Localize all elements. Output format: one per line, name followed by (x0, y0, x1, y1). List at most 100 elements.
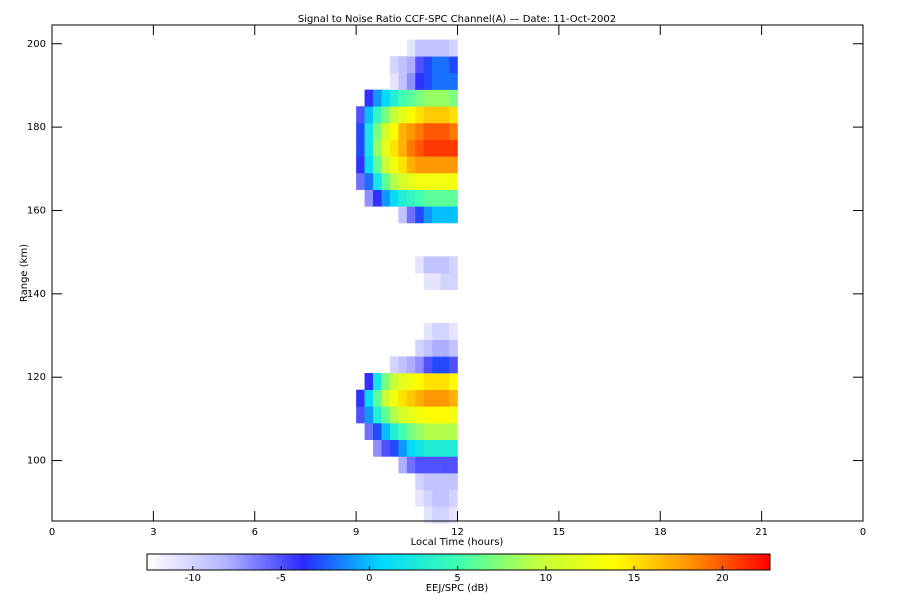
heatmap-cell (389, 72, 399, 90)
y-tick-label: 180 (27, 122, 46, 133)
x-tick-label: 21 (755, 527, 768, 538)
heatmap-cell (373, 106, 382, 124)
heatmap-cell (389, 122, 399, 140)
heatmap-cell (423, 423, 433, 441)
heatmap-cell (432, 72, 441, 90)
heatmap-cell (406, 356, 416, 374)
heatmap-cell (449, 56, 458, 74)
x-axis-label: Local Time (hours) (411, 537, 504, 548)
heatmap-cell (398, 373, 408, 391)
y-tick-label: 100 (27, 456, 46, 467)
heatmap-cell (449, 506, 458, 524)
heatmap-cell (389, 89, 399, 107)
heatmap-cell (356, 172, 365, 190)
x-tick-label: 0 (49, 527, 55, 538)
heatmap-cell (423, 156, 433, 174)
heatmap-cell (406, 39, 416, 57)
heatmap-cell (406, 406, 416, 424)
heatmap-cell (389, 423, 399, 441)
heatmap-cell (440, 423, 450, 441)
heatmap-cell (449, 256, 458, 274)
heatmap-cell (440, 39, 450, 57)
heatmap-cell (440, 89, 450, 107)
heatmap-cell (381, 423, 391, 441)
heatmap-cell (389, 389, 399, 407)
heatmap-cell (381, 106, 391, 124)
heatmap-cell (406, 389, 416, 407)
heatmap-cell (415, 339, 425, 357)
heatmap-cell (373, 122, 382, 140)
heatmap-cell (423, 189, 433, 207)
heatmap-cell (449, 139, 458, 157)
heatmap-cell (440, 406, 450, 424)
heatmap-cell (432, 172, 441, 190)
heatmap-cell (440, 139, 450, 157)
heatmap-cell (389, 406, 399, 424)
heatmap-cell (364, 406, 374, 424)
heatmap-cell (432, 339, 441, 357)
heatmap-cell (415, 56, 425, 74)
heatmap-cell (423, 323, 433, 340)
heatmap-cell (432, 406, 441, 424)
heatmap-cell (389, 356, 399, 374)
heatmap-cell (432, 206, 441, 224)
heatmap-cell (381, 189, 391, 207)
heatmap-cell (406, 172, 416, 190)
heatmap-cell (423, 506, 433, 524)
heatmap-cell (449, 72, 458, 90)
heatmap-cell (415, 389, 425, 407)
heatmap-cell (449, 456, 458, 474)
heatmap-cell (423, 356, 433, 374)
heatmap-cell (423, 172, 433, 190)
colorbar-label: EEJ/SPC (dB) (426, 583, 489, 594)
heatmap-cell (398, 423, 408, 441)
heatmap-cell (415, 256, 425, 274)
heatmap-cell (432, 423, 441, 441)
heatmap-cell (373, 406, 382, 424)
heatmap-cell (415, 406, 425, 424)
heatmap-cell (415, 139, 425, 157)
heatmap-cell (415, 172, 425, 190)
heatmap-cell (389, 139, 399, 157)
heatmap-cell (432, 122, 441, 140)
heatmap-cell (406, 189, 416, 207)
heatmap-cell (415, 489, 425, 507)
heatmap-cell (423, 406, 433, 424)
heatmap-cell (423, 439, 433, 457)
heatmap-cell (415, 423, 425, 441)
heatmap-cell (440, 56, 450, 74)
heatmap-cell (432, 456, 441, 474)
heatmap-cell (440, 256, 450, 274)
heatmap-cell (406, 456, 416, 474)
heatmap-cell (364, 373, 374, 391)
heatmap-cell (373, 189, 382, 207)
heatmap-cell (449, 373, 458, 391)
heatmap-cell (398, 206, 408, 224)
heatmap-cell (423, 489, 433, 507)
heatmap-cell (373, 89, 382, 107)
heatmap-cell (406, 139, 416, 157)
heatmap-cell (415, 72, 425, 90)
heatmap-cell (449, 172, 458, 190)
heatmap-cell (423, 56, 433, 74)
heatmap-cell (389, 156, 399, 174)
heatmap-cell (398, 56, 408, 74)
colorbar-tick-label: 15 (628, 573, 641, 584)
heatmap-cell (440, 356, 450, 374)
heatmap-cell (432, 39, 441, 57)
y-axis-label: Range (km) (19, 244, 30, 302)
heatmap-cell (389, 106, 399, 124)
heatmap-cell (432, 139, 441, 157)
colorbar (146, 553, 771, 571)
heatmap-cell (356, 156, 365, 174)
heatmap-cell (423, 106, 433, 124)
heatmap-cell (423, 389, 433, 407)
heatmap-cell (415, 206, 425, 224)
heatmap-cell (415, 473, 425, 491)
heatmap-cell (381, 156, 391, 174)
heatmap-cell (449, 423, 458, 441)
heatmap-cell (432, 473, 441, 491)
x-tick-label: 18 (654, 527, 667, 538)
heatmap-cell (423, 89, 433, 107)
